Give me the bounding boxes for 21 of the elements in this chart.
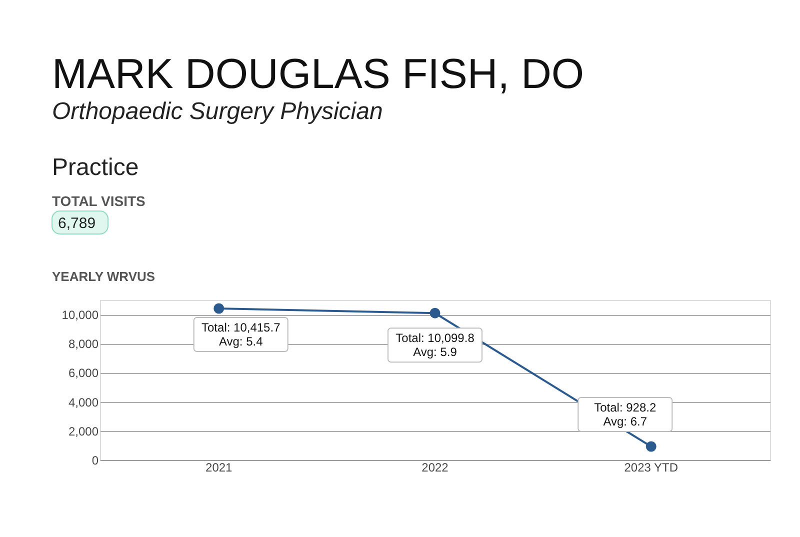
y-tick-label: 4,000 xyxy=(68,395,99,410)
annotation: Total: 928.2 Avg: 6.7 xyxy=(594,400,656,428)
y-tick-label: 0 xyxy=(92,454,99,468)
point xyxy=(214,303,224,314)
chart-title: MARK DOUGLAS FISH, DO xyxy=(52,50,584,97)
x-tick-label: 2023 YTD xyxy=(624,460,678,474)
y-tick-label: 2,000 xyxy=(68,424,99,438)
chart-subtitle: Orthopaedic Surgery Physician xyxy=(52,98,383,125)
x-tick-label: 2022 xyxy=(422,460,449,474)
point xyxy=(430,308,440,318)
y-tick-label: 10,000 xyxy=(62,308,99,322)
annotation: Total: 10,099.8 Avg: 5.9 xyxy=(396,331,475,360)
annotation: Total: 10,415.7 Avg: 5.4 xyxy=(202,320,281,348)
text: YEARLY WRVUS xyxy=(52,269,156,284)
text: 6,789 xyxy=(58,215,96,232)
y-tick-label: 8,000 xyxy=(68,337,99,352)
text: Practice xyxy=(52,154,139,181)
point xyxy=(646,441,656,452)
text: TOTAL VISITS xyxy=(52,193,146,209)
y-tick-label: 6,000 xyxy=(68,366,99,380)
x-tick-label: 2021 xyxy=(206,460,233,474)
